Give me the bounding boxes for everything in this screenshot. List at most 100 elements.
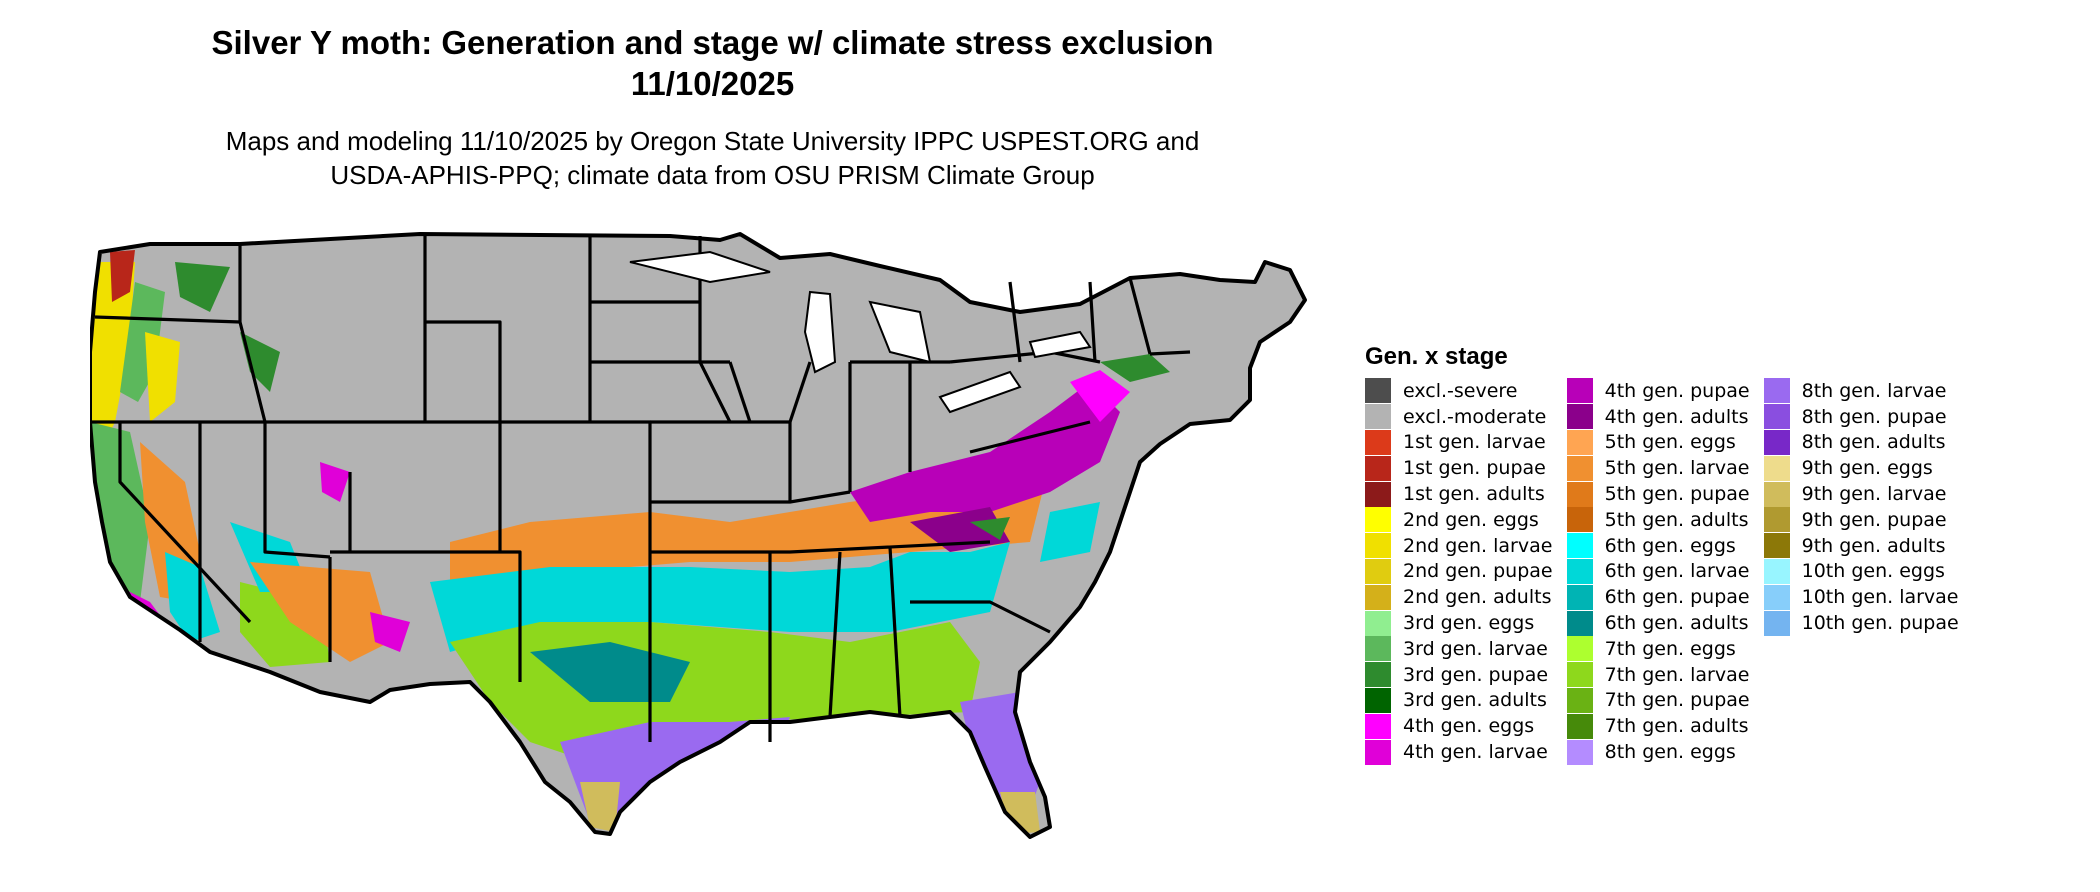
legend-label: 3rd gen. larvae xyxy=(1403,637,1548,660)
legend-swatch xyxy=(1566,507,1593,533)
legend-swatch xyxy=(1763,481,1790,507)
legend-label: 9th gen. larvae xyxy=(1801,483,1947,506)
legend-item: excl.-moderate xyxy=(1365,404,1553,430)
legend-label: excl.-severe xyxy=(1403,379,1518,402)
legend-label: 8th gen. eggs xyxy=(1604,741,1736,764)
legend-label: 6th gen. eggs xyxy=(1604,534,1736,557)
legend-label: 2nd gen. larvae xyxy=(1403,534,1553,557)
legend-label: 6th gen. adults xyxy=(1604,612,1749,635)
legend-label: 1st gen. pupae xyxy=(1403,457,1546,480)
legend-item: 5th gen. adults xyxy=(1566,507,1750,533)
legend-label: 10th gen. eggs xyxy=(1801,560,1945,583)
legend-swatch xyxy=(1566,662,1593,688)
stage-fill xyxy=(90,234,1305,837)
legend-item: 6th gen. pupae xyxy=(1566,584,1750,610)
legend-label: 9th gen. eggs xyxy=(1801,457,1933,480)
legend-label: 2nd gen. eggs xyxy=(1403,508,1539,531)
legend-swatch xyxy=(1365,584,1391,610)
legend-swatch xyxy=(1566,378,1593,404)
legend-item: 2nd gen. eggs xyxy=(1365,507,1553,533)
legend-item: 3rd gen. adults xyxy=(1365,687,1553,714)
legend-swatch xyxy=(1365,558,1391,584)
legend-swatch xyxy=(1365,404,1391,430)
legend-swatch xyxy=(1566,636,1593,662)
legend-swatch xyxy=(1566,713,1593,739)
legend-swatch xyxy=(1365,610,1391,636)
legend-label: 5th gen. adults xyxy=(1604,508,1749,531)
legend-swatch xyxy=(1365,507,1391,533)
legend-item: 4th gen. eggs xyxy=(1365,713,1553,739)
legend-swatch xyxy=(1365,713,1391,739)
legend-label: 7th gen. larvae xyxy=(1604,663,1750,686)
legend-swatch xyxy=(1566,687,1593,713)
legend-label: 10th gen. pupae xyxy=(1801,612,1959,635)
legend-swatch xyxy=(1566,739,1593,765)
legend-swatch xyxy=(1365,739,1391,765)
legend: Gen. x stage excl.-severe excl.-moderate 1… xyxy=(1365,342,1959,765)
legend-column: 8th gen. larvae 8th gen. pupae 8th gen. ad… xyxy=(1763,378,1959,765)
legend-swatch xyxy=(1365,481,1391,507)
legend-item: 5th gen. pupae xyxy=(1566,481,1750,507)
legend-item: 4th gen. larvae xyxy=(1365,739,1553,765)
legend-label: 4th gen. eggs xyxy=(1403,715,1535,738)
title-line-1: Silver Y moth: Generation and stage w/ c… xyxy=(211,24,1214,61)
legend-item: 6th gen. eggs xyxy=(1566,533,1750,559)
legend-column: excl.-severe excl.-moderate 1st gen. larva… xyxy=(1365,378,1553,765)
legend-label: 9th gen. adults xyxy=(1801,534,1946,557)
legend-item: 10th gen. pupae xyxy=(1763,610,1959,636)
legend-label: 2nd gen. adults xyxy=(1403,586,1552,609)
legend-swatch xyxy=(1365,662,1391,688)
legend-item: 9th gen. pupae xyxy=(1763,507,1959,533)
legend-swatch xyxy=(1763,558,1790,584)
legend-label: 3rd gen. adults xyxy=(1403,689,1547,712)
legend-label: 1st gen. larvae xyxy=(1403,431,1546,454)
subtitle-line-2: USDA-APHIS-PPQ; climate data from OSU PR… xyxy=(330,160,1095,190)
legend-swatch xyxy=(1763,610,1790,636)
legend-swatch xyxy=(1763,507,1790,533)
legend-item: 1st gen. pupae xyxy=(1365,455,1553,481)
legend-label: 3rd gen. eggs xyxy=(1403,612,1535,635)
legend-swatch xyxy=(1763,584,1790,610)
legend-swatch xyxy=(1365,455,1391,481)
legend-item: 7th gen. larvae xyxy=(1566,662,1750,688)
legend-item: 8th gen. pupae xyxy=(1763,404,1959,430)
legend-item: 6th gen. larvae xyxy=(1566,558,1750,585)
legend-swatch xyxy=(1763,533,1790,559)
legend-label: 10th gen. larvae xyxy=(1801,586,1959,609)
legend-item: 10th gen. eggs xyxy=(1763,558,1959,585)
legend-item: 4th gen. adults xyxy=(1566,404,1750,430)
legend-item: 3rd gen. eggs xyxy=(1365,610,1553,636)
legend-label: 5th gen. larvae xyxy=(1604,457,1750,480)
legend-label: 6th gen. larvae xyxy=(1604,560,1750,583)
legend-item: 1st gen. larvae xyxy=(1365,429,1553,456)
legend-swatch xyxy=(1566,558,1593,584)
legend-label: 7th gen. adults xyxy=(1604,715,1749,738)
state-boundaries xyxy=(90,232,1307,839)
legend-label: 7th gen. pupae xyxy=(1604,689,1750,712)
legend-label: 4th gen. larvae xyxy=(1403,741,1548,764)
legend-swatch xyxy=(1566,404,1593,430)
legend-swatch xyxy=(1763,404,1790,430)
legend-item: excl.-severe xyxy=(1365,378,1553,404)
legend-item: 7th gen. eggs xyxy=(1566,636,1750,662)
legend-item: 8th gen. larvae xyxy=(1763,378,1959,404)
great-lakes xyxy=(629,250,1092,414)
legend-item: 7th gen. pupae xyxy=(1566,687,1750,714)
legend-column: 4th gen. pupae 4th gen. adults 5th gen. eg… xyxy=(1566,378,1750,765)
legend-item: 1st gen. adults xyxy=(1365,481,1553,507)
legend-label: 4th gen. adults xyxy=(1604,405,1749,428)
legend-swatch xyxy=(1566,533,1593,559)
subtitle-line-1: Maps and modeling 11/10/2025 by Oregon S… xyxy=(225,126,1200,156)
us-map xyxy=(90,232,1307,839)
legend-item: 5th gen. eggs xyxy=(1566,429,1750,456)
legend-label: 8th gen. larvae xyxy=(1801,379,1947,402)
legend-item: 5th gen. larvae xyxy=(1566,455,1750,481)
legend-item: 8th gen. adults xyxy=(1763,429,1959,456)
legend-swatch xyxy=(1365,636,1391,662)
legend-label: 8th gen. adults xyxy=(1801,431,1946,454)
legend-label: 7th gen. eggs xyxy=(1604,637,1736,660)
legend-swatch xyxy=(1763,378,1790,404)
legend-item: 8th gen. eggs xyxy=(1566,739,1750,765)
legend-label: excl.-moderate xyxy=(1403,405,1547,428)
legend-swatch xyxy=(1365,429,1391,455)
